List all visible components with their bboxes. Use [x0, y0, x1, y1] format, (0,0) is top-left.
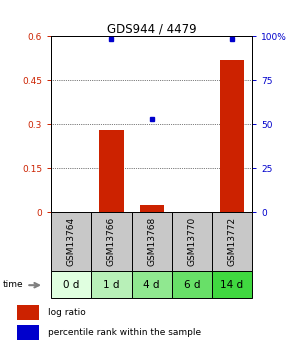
Bar: [132, 212, 172, 271]
Text: GSM13768: GSM13768: [147, 217, 156, 266]
Bar: [51, 271, 91, 298]
Text: GSM13764: GSM13764: [67, 217, 76, 266]
Bar: [132, 271, 172, 298]
Text: 4 d: 4 d: [143, 280, 160, 289]
Text: GSM13772: GSM13772: [227, 217, 236, 266]
Text: GSM13766: GSM13766: [107, 217, 116, 266]
Text: time: time: [3, 280, 23, 289]
Bar: [172, 271, 212, 298]
Bar: [51, 212, 91, 271]
Bar: [91, 271, 132, 298]
Text: 6 d: 6 d: [183, 280, 200, 289]
Bar: [212, 271, 252, 298]
Bar: [139, 205, 164, 212]
Text: percentile rank within the sample: percentile rank within the sample: [47, 328, 201, 337]
Bar: [17, 325, 39, 339]
Bar: [91, 212, 132, 271]
Title: GDS944 / 4479: GDS944 / 4479: [107, 22, 196, 35]
Text: log ratio: log ratio: [47, 308, 85, 317]
Bar: [99, 130, 124, 212]
Text: 0 d: 0 d: [63, 280, 79, 289]
Text: 1 d: 1 d: [103, 280, 120, 289]
Bar: [17, 306, 39, 320]
Text: 14 d: 14 d: [220, 280, 243, 289]
Bar: [172, 212, 212, 271]
Bar: [212, 212, 252, 271]
Text: GSM13770: GSM13770: [187, 217, 196, 266]
Bar: [220, 60, 244, 212]
